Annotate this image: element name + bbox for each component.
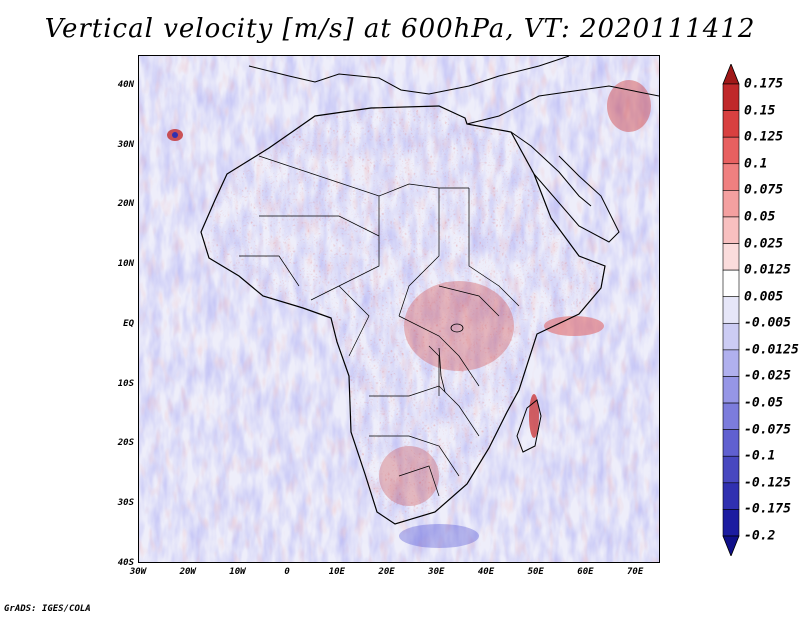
- lat-tick-label: 20S: [117, 438, 134, 449]
- lat-tick-label: 10N: [117, 259, 134, 270]
- lon-tick-label: 30E: [428, 567, 445, 577]
- map-panel: [138, 55, 660, 563]
- lon-tick-label: 10W: [229, 567, 246, 577]
- lat-tick-label: 10S: [117, 378, 134, 389]
- colorbar-swatch: [722, 216, 740, 244]
- colorbar-swatch: [722, 296, 740, 324]
- colorbar-min-triangle: [722, 535, 740, 556]
- colorbar-level-label: 0.0125: [744, 262, 791, 278]
- colorbar-swatch: [722, 349, 740, 377]
- colorbar-swatch: [722, 190, 740, 218]
- colorbar-swatch: [722, 269, 740, 298]
- map-title: Vertical velocity [m/s] at 600hPa, VT: 2…: [44, 14, 756, 44]
- colorbar-level-label: -0.0125: [744, 342, 799, 358]
- lon-tick-label: 10E: [328, 567, 345, 577]
- colorbar-level-label: -0.075: [744, 422, 791, 438]
- colorbar-level-label: -0.005: [744, 315, 791, 331]
- lat-tick-label: 40S: [117, 558, 134, 568]
- colorbar-level-label: 0.125: [744, 129, 784, 145]
- colorbar: [722, 64, 740, 556]
- colorbar-max-triangle: [722, 64, 740, 85]
- lon-tick-label: 0: [284, 567, 290, 577]
- colorbar-swatch: [722, 110, 740, 138]
- colorbar-swatch: [722, 163, 740, 191]
- colorbar-level-label: 0.005: [744, 289, 784, 305]
- colorbar-level-label: 0.075: [744, 182, 784, 198]
- colorbar-level-label: 0.15: [744, 103, 776, 119]
- colorbar-level-label: -0.025: [744, 368, 791, 384]
- colorbar-level-label: -0.1: [744, 448, 776, 464]
- colorbar-level-label: -0.2: [744, 528, 776, 544]
- colorbar-swatch: [722, 455, 740, 484]
- lon-tick-label: 50E: [527, 567, 544, 577]
- credit-text: GrADS: IGES/COLA: [4, 604, 91, 614]
- colorbar-level-label: -0.125: [744, 475, 791, 491]
- colorbar-level-label: 0.175: [744, 76, 784, 92]
- colorbar-swatch: [722, 322, 740, 351]
- colorbar-swatch: [722, 243, 740, 271]
- colorbar-swatch: [722, 83, 740, 111]
- colorbar-swatch: [722, 402, 740, 430]
- colorbar-level-label: 0.025: [744, 236, 784, 252]
- colorbar-level-label: 0.1: [744, 156, 768, 172]
- lon-tick-label: 70E: [627, 567, 644, 577]
- colorbar-level-label: -0.05: [744, 395, 784, 411]
- colorbar-swatch: [722, 429, 740, 457]
- lat-tick-label: 30S: [117, 498, 134, 509]
- colorbar-swatch: [722, 509, 740, 537]
- velocity-field-map: [139, 56, 659, 562]
- lat-tick-label: EQ: [123, 318, 134, 329]
- colorbar-swatch: [722, 482, 740, 510]
- colorbar-level-label: 0.05: [744, 209, 776, 225]
- lat-tick-label: 30N: [117, 139, 134, 150]
- lat-tick-label: 40N: [117, 79, 134, 90]
- lon-tick-label: 40E: [477, 567, 495, 577]
- colorbar-swatch: [722, 136, 740, 165]
- colorbar-swatch: [722, 376, 740, 404]
- lon-tick-label: 30W: [129, 567, 147, 577]
- lon-tick-label: 60E: [577, 567, 594, 577]
- lat-tick-label: 20N: [117, 199, 134, 210]
- colorbar-level-label: -0.175: [744, 501, 791, 517]
- lon-tick-label: 20E: [378, 567, 395, 577]
- lon-tick-label: 20W: [179, 567, 196, 577]
